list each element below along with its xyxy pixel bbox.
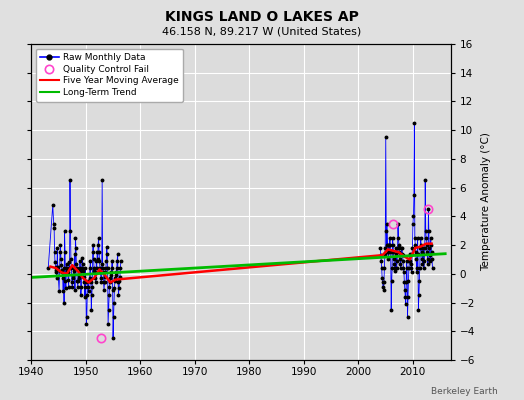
Text: 46.158 N, 89.217 W (United States): 46.158 N, 89.217 W (United States): [162, 26, 362, 36]
Text: Berkeley Earth: Berkeley Earth: [431, 387, 498, 396]
Y-axis label: Temperature Anomaly (°C): Temperature Anomaly (°C): [481, 132, 490, 272]
Legend: Raw Monthly Data, Quality Control Fail, Five Year Moving Average, Long-Term Tren: Raw Monthly Data, Quality Control Fail, …: [36, 48, 183, 102]
Text: KINGS LAND O LAKES AP: KINGS LAND O LAKES AP: [165, 10, 359, 24]
